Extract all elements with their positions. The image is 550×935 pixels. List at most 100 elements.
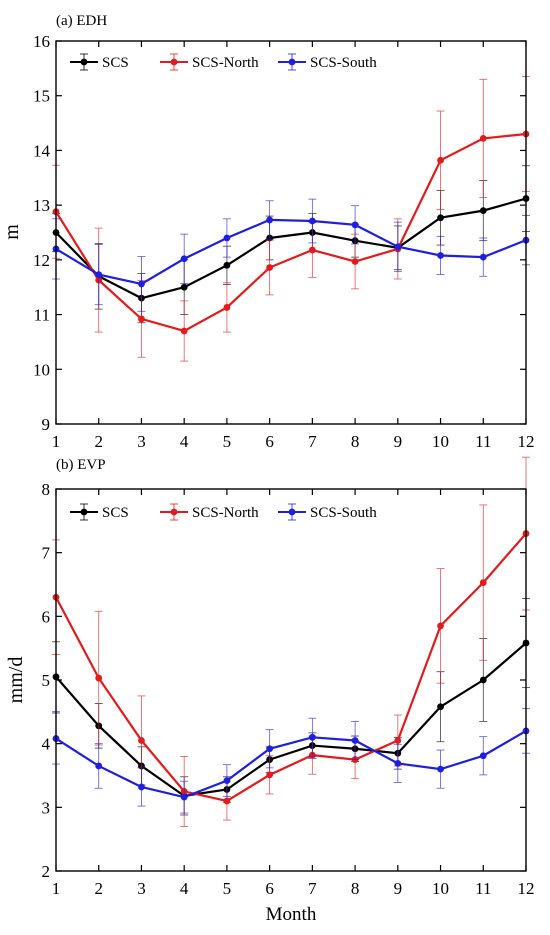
- x-tick-label: 2: [94, 432, 103, 451]
- x-axis-label: Month: [266, 904, 317, 925]
- panel-edh: (a) EDH m 1 2 3 4 5 6 7 8 9 10 11 12 91011121314151…: [1, 13, 535, 451]
- data-point: [351, 258, 359, 265]
- legend-label: SCS: [102, 55, 129, 71]
- x-tick-label: 4: [180, 432, 189, 451]
- data-point: [479, 752, 487, 760]
- legend-item: SCS-North: [160, 53, 259, 71]
- panel-title: (a) EDH: [56, 13, 107, 29]
- data-point: [95, 674, 103, 682]
- series-scs: [52, 165, 530, 324]
- series-line: [55, 218, 527, 286]
- x-tick-label: 6: [265, 879, 274, 898]
- y-tick-label: 15: [33, 87, 50, 106]
- data-point: [308, 733, 316, 741]
- data-point: [223, 234, 231, 242]
- data-point: [351, 221, 359, 229]
- legend-marker: [288, 508, 296, 516]
- data-point: [479, 253, 487, 261]
- x-tick-label: 10: [432, 879, 449, 898]
- panel-evp: (b) EVP mm/d Month 1 2 3 4 5 6 7 8 9 10 11 12 23456…: [5, 456, 535, 925]
- data-point: [223, 304, 231, 311]
- y-tick-label: 14: [33, 141, 51, 160]
- data-point: [308, 246, 316, 254]
- y-axis-label: mm/d: [5, 657, 27, 704]
- data-point: [95, 271, 103, 279]
- y-tick-label: 11: [34, 306, 50, 325]
- legend-item: SCS: [70, 503, 129, 521]
- data-point: [138, 315, 145, 323]
- data-point: [394, 760, 402, 767]
- data-point: [479, 207, 487, 215]
- legend-label: SCS: [102, 505, 129, 521]
- data-point: [138, 783, 145, 791]
- data-point: [351, 737, 359, 744]
- legend: SCS SCS-North SCS-South: [70, 53, 377, 71]
- series-scs-north: [52, 456, 530, 827]
- legend-label: SCS-North: [192, 505, 259, 521]
- legend-item: SCS-North: [160, 503, 259, 521]
- plot-frame: [55, 488, 527, 872]
- x-tick-label: 3: [137, 879, 146, 898]
- panel-title: (b) EVP: [56, 457, 106, 473]
- series-line: [55, 532, 527, 803]
- data-point: [180, 283, 188, 291]
- x-tick-label: 3: [137, 432, 146, 451]
- data-point: [479, 134, 487, 142]
- y-tick-label: 3: [42, 798, 51, 817]
- x-tick-label: 4: [180, 879, 189, 898]
- x-tick-label: 7: [308, 879, 317, 898]
- legend-item: SCS: [70, 53, 129, 71]
- y-tick-label: 9: [42, 415, 51, 434]
- x-tick-label: 9: [394, 879, 403, 898]
- x-tick-label: 9: [394, 432, 403, 451]
- data-point: [266, 216, 274, 224]
- data-point: [437, 622, 444, 630]
- x-tick-label: 1: [52, 432, 61, 451]
- y-axis-label: m: [1, 224, 23, 240]
- data-point: [266, 771, 274, 779]
- data-point: [223, 797, 231, 805]
- y-tick-label: 10: [33, 360, 50, 379]
- series-scs-north: [52, 76, 530, 362]
- data-point: [394, 737, 402, 744]
- y-tick-label: 4: [42, 735, 51, 754]
- x-tick-label: 11: [475, 879, 491, 898]
- x-tick-label: 10: [432, 432, 449, 451]
- legend-label: SCS-North: [192, 55, 259, 71]
- y-tick-label: 6: [42, 607, 51, 626]
- data-point: [266, 745, 274, 753]
- x-tick-label: 2: [94, 879, 103, 898]
- x-tick-label: 1: [52, 879, 61, 898]
- data-point: [95, 762, 103, 770]
- legend-label: SCS-South: [310, 55, 377, 71]
- y-tick-label: 8: [42, 480, 51, 499]
- x-tick-label: 5: [223, 432, 232, 451]
- data-point: [138, 280, 145, 288]
- data-point: [180, 327, 188, 335]
- data-point: [394, 243, 402, 251]
- data-point: [180, 793, 188, 801]
- legend-marker: [170, 508, 178, 516]
- data-point: [437, 252, 444, 259]
- series-scs: [52, 598, 530, 816]
- data-point: [308, 217, 316, 225]
- legend-label: SCS-South: [310, 505, 377, 521]
- x-tick-label: 12: [518, 432, 535, 451]
- y-tick-label: 7: [42, 544, 51, 563]
- series-line: [55, 197, 527, 300]
- data-point: [437, 214, 444, 222]
- x-tick-label: 5: [223, 879, 232, 898]
- data-point: [479, 676, 487, 684]
- y-tick-label: 16: [33, 32, 50, 51]
- x-tick-label: 12: [518, 879, 535, 898]
- data-point: [223, 261, 231, 269]
- series-line: [55, 642, 527, 798]
- data-point: [266, 264, 274, 271]
- legend-marker: [80, 58, 88, 66]
- legend-marker: [80, 508, 88, 516]
- legend-marker: [288, 58, 296, 66]
- series-scs-south: [52, 708, 530, 814]
- data-point: [138, 737, 145, 744]
- plot-frame: [55, 40, 527, 425]
- series-line: [55, 132, 527, 333]
